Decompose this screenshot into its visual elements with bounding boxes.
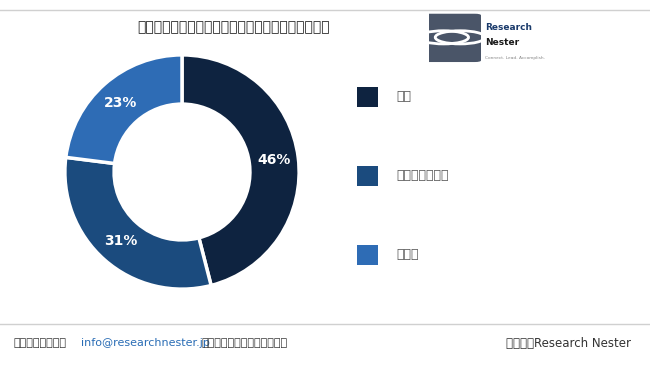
Text: 詳細については、: 詳細については、 — [13, 338, 66, 348]
Text: 専門クリニック: 専門クリニック — [396, 169, 449, 182]
Text: Research: Research — [485, 23, 532, 32]
Text: Nester: Nester — [485, 38, 519, 47]
Text: 46%: 46% — [257, 153, 291, 167]
Text: 研究所: 研究所 — [396, 248, 419, 261]
Text: ソース：Research Nester: ソース：Research Nester — [506, 337, 630, 350]
Text: info@researchnester.jp: info@researchnester.jp — [81, 338, 210, 348]
Bar — [357, 166, 378, 186]
FancyBboxPatch shape — [422, 14, 481, 62]
Text: Connect. Lead. Accomplish.: Connect. Lead. Accomplish. — [485, 56, 545, 60]
Text: 31%: 31% — [104, 235, 138, 249]
Text: 23%: 23% — [104, 96, 138, 109]
Wedge shape — [66, 55, 182, 164]
Text: 病院: 病院 — [396, 90, 411, 103]
Wedge shape — [65, 157, 211, 289]
Wedge shape — [182, 55, 299, 285]
Text: にメールをお送りください。: にメールをお送りください。 — [202, 338, 288, 348]
Bar — [357, 245, 378, 265]
Text: 収益サイクル管理市場－エンドユーザーによる分類: 収益サイクル管理市場－エンドユーザーによる分類 — [138, 20, 330, 34]
Bar — [357, 87, 378, 107]
